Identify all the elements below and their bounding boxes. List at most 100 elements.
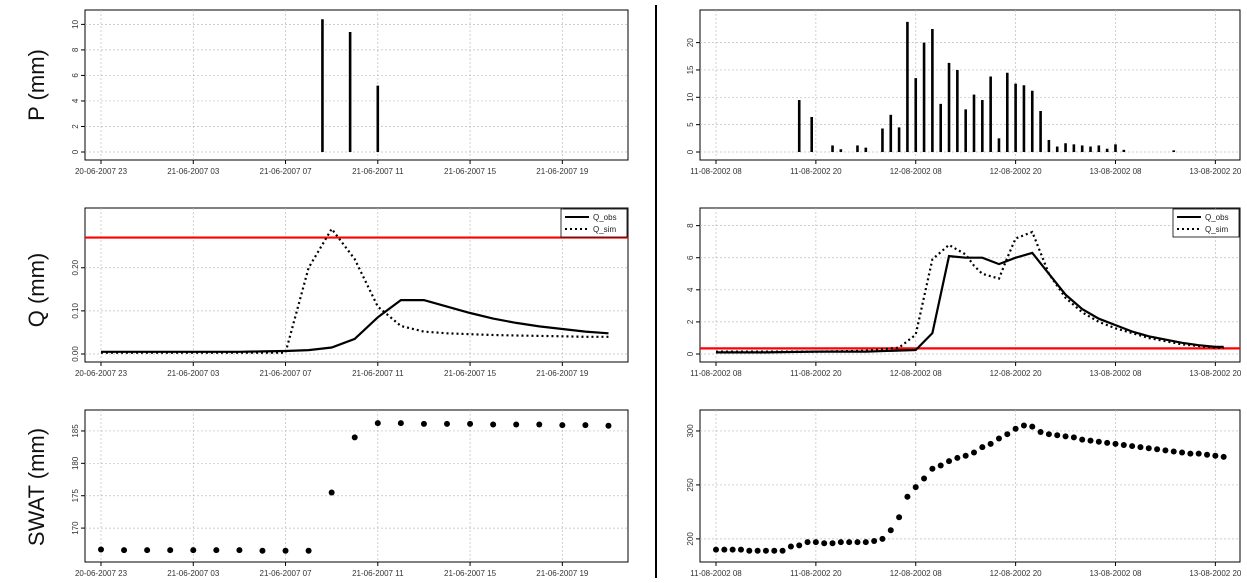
point [887,527,894,534]
point [1029,423,1036,430]
y-tick-label: 250 [686,478,695,492]
x-tick-label: 12-08-2002 08 [890,569,943,578]
point [904,493,911,500]
y-tick-label: 4 [686,287,695,292]
point [1170,448,1177,455]
point [1054,432,1061,439]
y-tick-label: 200 [686,532,695,546]
x-tick-label: 21-06-2007 07 [260,167,313,176]
x-tick-label: 21-06-2007 15 [444,369,497,378]
series-line-q-sim [716,230,1224,353]
y-tick-label: 0 [71,149,80,154]
point [929,465,936,472]
y-label-p: P (mm) [24,49,49,121]
y-tick-label: 300 [686,424,695,438]
point [1195,450,1202,457]
panel-left_p: 0 2 4 6 8 10 20-06-2007 23 21-06-2007 03 21-06-2… [71,9,629,176]
point [1154,446,1161,453]
point [467,420,474,427]
legend-label-obs: Q_obs [593,213,617,222]
x-tick-label: 21-06-2007 15 [444,569,497,578]
point [98,546,104,553]
y-tick-label: 8 [71,47,80,52]
point [862,539,869,546]
y-tick-label: 10 [71,19,80,28]
point [328,489,335,496]
plot-frame [84,409,629,563]
y-tick-label: 0.10 [71,303,80,319]
plot-frame [699,9,1241,161]
point [721,546,728,553]
x-tick-label: 21-06-2007 19 [536,369,589,378]
point [954,454,961,461]
point [420,420,427,427]
x-tick-label: 13-08-2002 20 [1189,369,1242,378]
point [1204,451,1211,458]
panel-left_swat: 170 175 180 185 20-06-2007 23 21-06-2007 03 21… [71,409,629,578]
x-tick-label: 21-06-2007 03 [167,167,220,176]
point [1187,450,1194,457]
point [1162,447,1169,454]
x-tick-label: 21-06-2007 19 [536,167,589,176]
point [912,484,919,491]
panel-right_q: 0 2 4 6 8 11-08-2002 08 11-08-2002 20 12-08-200… [686,207,1242,378]
point [536,421,543,428]
point [796,542,803,549]
point [1062,433,1069,440]
point [144,547,151,554]
point [837,539,844,546]
y-tick-label: 2 [686,319,695,324]
point [821,540,828,547]
point [1020,422,1027,429]
point [259,547,266,554]
legend-box [560,208,628,238]
point [729,546,736,553]
point [846,539,853,546]
y-tick-label: 10 [686,92,695,101]
x-tick-label: 12-08-2002 08 [890,167,943,176]
point [190,547,197,554]
x-tick-label: 11-08-2002 20 [790,369,842,378]
x-tick-label: 21-06-2007 15 [444,167,497,176]
point [1179,449,1186,456]
point [121,547,128,554]
y-tick-label: 2 [71,124,80,129]
point [779,547,786,554]
series-line-q-sim [101,226,609,354]
x-tick-label: 11-08-2002 08 [690,369,742,378]
x-tick-label: 12-08-2002 20 [990,569,1043,578]
point [854,539,861,546]
x-tick-label: 21-06-2007 03 [167,369,220,378]
point [167,547,174,554]
point [1212,452,1219,459]
x-tick-label: 12-08-2002 20 [990,167,1043,176]
panel-left_q: 0.00 0.10 0.20 20-06-2007 23 21-06-2007 03 21… [71,207,629,378]
point [746,547,753,554]
point [213,547,220,554]
legend: Q_obs Q_sim [1172,208,1240,238]
point [962,452,969,459]
panel-right_swat: 200 250 300 11-08-2002 08 11-08-2002 20 12-08… [686,409,1242,578]
point [787,543,794,550]
y-tick-label: 0.00 [71,346,80,362]
point [979,444,986,451]
point [737,546,744,553]
series-line-q-obs [101,299,609,353]
point [946,458,953,465]
point [1220,453,1227,460]
point [829,540,836,547]
x-tick-label: 20-06-2007 23 [75,167,128,176]
point [896,514,903,521]
y-tick-label: 5 [686,122,695,127]
point [236,547,243,554]
point [1095,438,1102,445]
y-tick-label: 0.20 [71,259,80,275]
y-tick-label: 0 [686,351,695,356]
panel-right_p: 0 5 10 15 20 11-08-2002 08 11-08-2002 20 12-08-… [686,9,1242,176]
point [351,434,358,441]
x-tick-label: 20-06-2007 23 [75,569,128,578]
point [804,539,811,546]
legend-box [1172,208,1240,238]
x-tick-label: 11-08-2002 08 [690,569,742,578]
